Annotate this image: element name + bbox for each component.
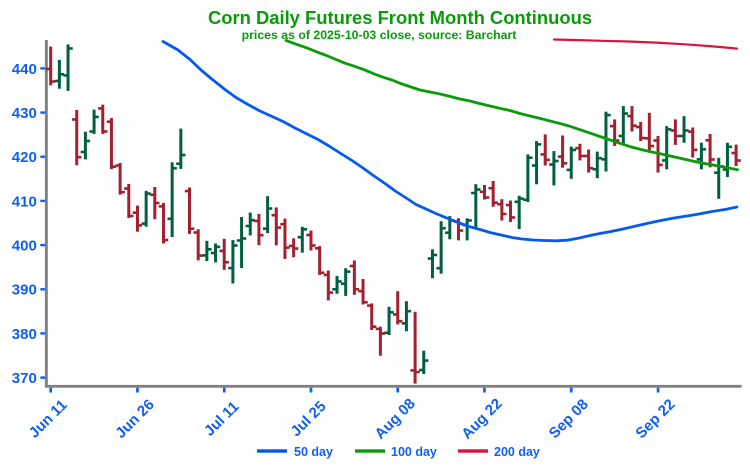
- svg-text:200 day: 200 day: [494, 445, 540, 459]
- svg-text:380: 380: [12, 326, 37, 343]
- svg-text:420: 420: [12, 149, 37, 166]
- svg-text:Jul 25: Jul 25: [287, 398, 329, 440]
- svg-text:400: 400: [12, 238, 37, 255]
- svg-text:440: 440: [12, 61, 37, 78]
- svg-text:Aug 08: Aug 08: [372, 395, 419, 442]
- svg-text:370: 370: [12, 370, 37, 387]
- svg-text:430: 430: [12, 105, 37, 122]
- svg-text:410: 410: [12, 193, 37, 210]
- svg-text:Sep 08: Sep 08: [546, 396, 592, 442]
- svg-text:Jun 26: Jun 26: [112, 396, 158, 442]
- svg-text:Jun 11: Jun 11: [26, 396, 71, 441]
- svg-text:Jul 11: Jul 11: [201, 398, 243, 440]
- svg-text:100 day: 100 day: [391, 445, 437, 459]
- svg-text:Aug 22: Aug 22: [458, 395, 505, 442]
- svg-text:50 day: 50 day: [294, 445, 333, 459]
- svg-text:390: 390: [12, 282, 37, 299]
- svg-text:Sep 22: Sep 22: [632, 396, 678, 442]
